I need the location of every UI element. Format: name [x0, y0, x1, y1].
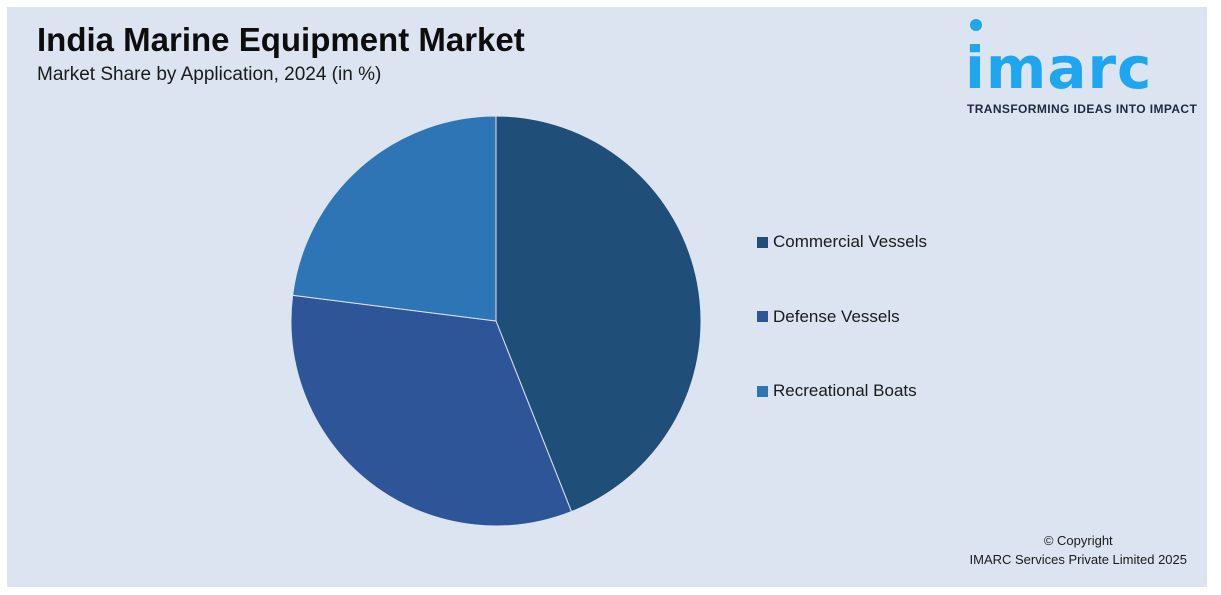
legend-label: Recreational Boats	[773, 381, 917, 400]
legend-label: Defense Vessels	[773, 306, 900, 326]
pie-slice-commercial-vessels	[495, 115, 702, 513]
legend-item: Recreational Boats	[757, 381, 917, 401]
chart-frame: India Marine Equipment Market Market Sha…	[7, 7, 1207, 587]
copyright-company: IMARC Services Private Limited 2025	[969, 552, 1187, 567]
legend-item: Commercial Vessels	[757, 232, 927, 252]
pie-slice-defense-vessels	[290, 294, 573, 527]
legend-item: Defense Vessels	[757, 307, 900, 327]
legend-swatch	[757, 311, 768, 322]
logo-dot-icon	[970, 19, 982, 31]
logo-wordmark: imarc	[965, 34, 1153, 102]
copyright-notice: © Copyright IMARC Services Private Limit…	[970, 531, 1187, 569]
pie-chart	[290, 115, 702, 527]
legend-swatch	[757, 236, 768, 248]
legend-swatch	[757, 385, 768, 397]
imarc-logo: imarc TRANSFORMING IDEAS INTO IMPACT	[965, 19, 1197, 119]
chart-subtitle: Market Share by Application, 2024 (in %)	[37, 64, 382, 85]
pie-slice-recreational-boats	[292, 115, 497, 322]
logo-tagline: TRANSFORMING IDEAS INTO IMPACT	[967, 102, 1198, 116]
legend-label: Commercial Vessels	[773, 232, 927, 251]
chart-title: India Marine Equipment Market	[37, 21, 525, 58]
copyright-line: © Copyright	[1043, 533, 1113, 548]
